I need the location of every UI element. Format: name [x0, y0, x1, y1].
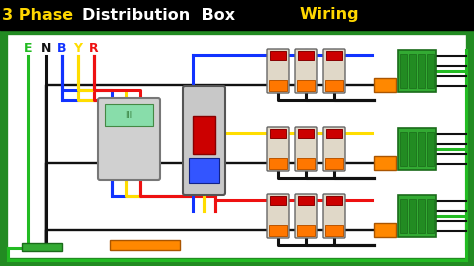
FancyBboxPatch shape [267, 194, 289, 238]
Bar [297, 80, 315, 91]
Bar [298, 196, 314, 205]
Bar [269, 158, 287, 169]
Bar [409, 54, 416, 88]
Bar [427, 199, 434, 233]
Bar [427, 132, 434, 166]
Bar [374, 223, 396, 237]
Bar [427, 54, 434, 88]
Bar [400, 54, 407, 88]
Bar [400, 132, 407, 166]
Bar [374, 78, 396, 92]
Bar [326, 51, 342, 60]
Bar [270, 129, 286, 138]
Bar [398, 195, 436, 237]
Bar [418, 199, 425, 233]
Bar [193, 116, 215, 154]
Bar [409, 132, 416, 166]
Bar [189, 158, 219, 183]
Text: R: R [89, 41, 99, 55]
FancyBboxPatch shape [323, 194, 345, 238]
FancyBboxPatch shape [183, 86, 225, 195]
Bar [400, 199, 407, 233]
Bar [398, 50, 436, 92]
Text: 3 Phase: 3 Phase [2, 7, 79, 23]
FancyBboxPatch shape [267, 49, 289, 93]
Bar [326, 129, 342, 138]
Bar [409, 199, 416, 233]
FancyBboxPatch shape [323, 127, 345, 171]
Bar [297, 158, 315, 169]
Text: Y: Y [73, 41, 82, 55]
Text: Wiring: Wiring [300, 7, 360, 23]
Bar [418, 132, 425, 166]
FancyBboxPatch shape [295, 194, 317, 238]
FancyBboxPatch shape [267, 127, 289, 171]
Bar [297, 225, 315, 236]
FancyBboxPatch shape [295, 127, 317, 171]
Text: Distribution  Box: Distribution Box [82, 7, 241, 23]
Bar [325, 225, 343, 236]
Text: E: E [24, 41, 32, 55]
Bar [418, 54, 425, 88]
Bar [374, 156, 396, 170]
Bar [0, 0, 474, 30]
Bar [110, 240, 180, 250]
Bar [269, 80, 287, 91]
Text: |||: ||| [126, 111, 133, 118]
Bar [398, 128, 436, 170]
Bar [298, 129, 314, 138]
Bar [326, 196, 342, 205]
Bar [22, 243, 62, 251]
FancyBboxPatch shape [323, 49, 345, 93]
Bar [298, 51, 314, 60]
FancyBboxPatch shape [98, 98, 160, 180]
Bar [270, 51, 286, 60]
Bar [269, 225, 287, 236]
Bar [4, 31, 470, 262]
Text: B: B [57, 41, 67, 55]
Bar [325, 158, 343, 169]
FancyBboxPatch shape [295, 49, 317, 93]
Bar [270, 196, 286, 205]
Bar [105, 104, 153, 126]
Bar [325, 80, 343, 91]
Bar [4, 31, 470, 262]
Text: N: N [41, 41, 51, 55]
